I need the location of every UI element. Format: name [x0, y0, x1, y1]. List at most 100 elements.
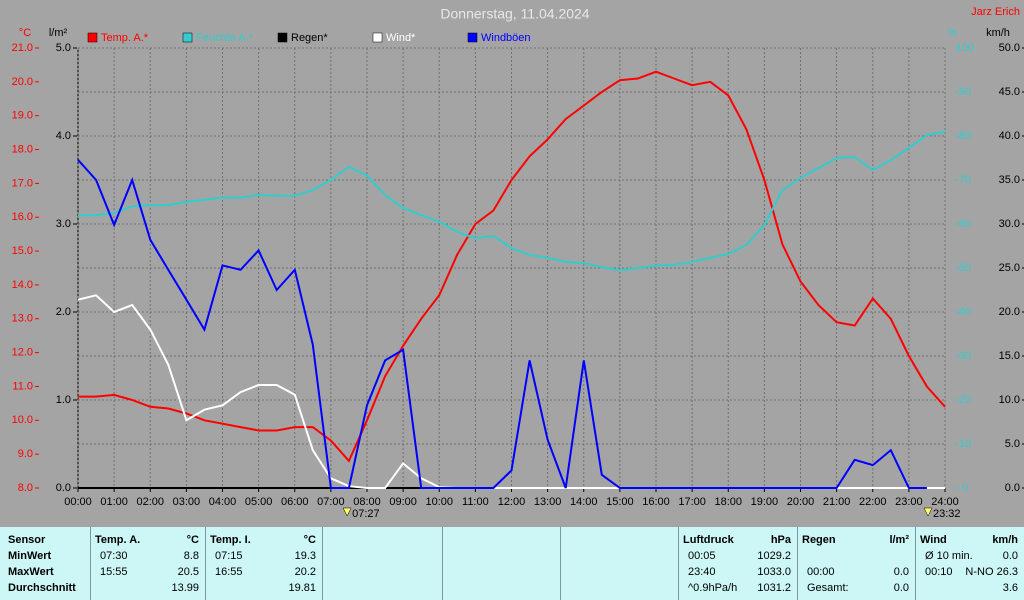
x-tick-label: 02:00	[136, 496, 164, 508]
cell-value: 1029.2	[757, 550, 791, 562]
column-header: Temp. A.	[95, 534, 141, 546]
y3-tick-label: 90	[959, 86, 971, 98]
cell-label: Ø 10 min.	[925, 550, 973, 562]
cell-label: 23:40	[688, 566, 716, 578]
x-tick-label: 17:00	[678, 496, 706, 508]
cell-value: 0.0	[893, 566, 909, 578]
series-line	[78, 130, 946, 272]
y4-tick-label: 0.0	[1005, 482, 1020, 494]
y3-axis-unit: %	[947, 27, 957, 39]
x-tick-label: 04:00	[209, 496, 237, 508]
cell-label: 07:30	[100, 550, 128, 562]
y3-tick-label: 20	[959, 394, 971, 406]
y-tick-label: 21.0	[12, 42, 33, 54]
chart-title: Donnerstag, 11.04.2024	[440, 6, 589, 22]
legend-label: Regen*	[291, 32, 328, 44]
y2-tick-label: 2.0	[56, 306, 71, 318]
y3-tick-label: 80	[959, 130, 971, 142]
chart-background	[0, 0, 1024, 527]
x-tick-label: 07:00	[317, 496, 345, 508]
x-tick-label: 09:00	[389, 496, 417, 508]
author: Jarz Erich	[971, 6, 1020, 18]
cell-value: N-NO 26.3	[965, 566, 1018, 578]
y-tick-label: 18.0	[12, 143, 33, 155]
x-tick-label: 16:00	[642, 496, 670, 508]
legend-label: Feuchte A.*	[196, 32, 254, 44]
column-border	[678, 527, 679, 600]
y-tick-label: 8.0	[18, 482, 33, 494]
y-tick-label: 17.0	[12, 177, 33, 189]
column-header: Luftdruck	[683, 534, 734, 546]
y3-tick-label: 50	[959, 262, 971, 274]
y3-tick-label: 0	[962, 482, 968, 494]
x-tick-label: 12:00	[498, 496, 526, 508]
column-border	[442, 527, 443, 600]
y-tick-label: 13.0	[12, 313, 33, 325]
y-tick-label: 20.0	[12, 76, 33, 88]
cell-label: 00:05	[688, 550, 716, 562]
y2-tick-label: 1.0	[56, 394, 71, 406]
x-tick-label: 18:00	[714, 496, 742, 508]
y-tick-label: 12.0	[12, 347, 33, 359]
y3-tick-label: 70	[959, 174, 971, 186]
y2-tick-label: 5.0	[56, 42, 71, 54]
series-line	[78, 70, 946, 463]
legend-swatch	[277, 32, 288, 43]
cell-value: 1033.0	[757, 566, 791, 578]
y3-tick-label: 30	[959, 350, 971, 362]
sun-marker	[923, 507, 933, 517]
y4-axis-unit: km/h	[986, 27, 1010, 39]
y2-axis-unit: l/m²	[49, 27, 68, 39]
x-tick-label: 15:00	[606, 496, 634, 508]
y2-tick-label: 0.0	[56, 482, 71, 494]
cell-label: 00:00	[807, 566, 835, 578]
column-border	[560, 527, 561, 600]
x-tick-label: 21:00	[823, 496, 851, 508]
x-tick-label: 22:00	[859, 496, 887, 508]
y4-tick-label: 35.0	[999, 174, 1020, 186]
table-header: Sensor	[8, 534, 46, 546]
annotation: 23:32	[933, 508, 961, 520]
column-border	[797, 527, 798, 600]
legend-label: Wind*	[386, 32, 416, 44]
stats-table: Sensor Temp. A. °C Temp. I. °C Luftdruck hPa Re…	[0, 527, 1024, 600]
x-tick-label: 03:00	[173, 496, 201, 508]
y4-tick-label: 10.0	[999, 394, 1020, 406]
cell-value: 1031.2	[757, 582, 791, 594]
x-tick-label: 11:00	[462, 496, 489, 508]
legend-label: Windböen	[481, 32, 531, 44]
x-tick-label: 20:00	[787, 496, 815, 508]
cell-label: 15:55	[100, 566, 128, 578]
column-header: Regen	[802, 534, 836, 546]
row-label: MinWert	[8, 550, 52, 562]
y4-tick-label: 50.0	[999, 42, 1020, 54]
x-tick-label: 00:00	[64, 496, 92, 508]
y3-tick-label: 10	[959, 438, 971, 450]
cell-value: 3.6	[1002, 582, 1018, 594]
legend-swatch	[372, 32, 383, 43]
y3-tick-label: 40	[959, 306, 971, 318]
cell-value: 0.0	[893, 582, 909, 594]
y-tick-label: 19.0	[12, 110, 33, 122]
x-tick-label: 06:00	[281, 496, 309, 508]
x-tick-label: 01:00	[100, 496, 128, 508]
y4-tick-label: 40.0	[999, 130, 1020, 142]
column-unit: °C	[186, 534, 199, 546]
x-tick-label: 19:00	[751, 496, 779, 508]
cell-label: 16:55	[215, 566, 243, 578]
column-border	[205, 527, 206, 600]
legend-swatch	[87, 32, 98, 43]
x-tick-label: 08:00	[353, 496, 381, 508]
cell-value: 8.8	[183, 550, 199, 562]
y-tick-label: 9.0	[18, 448, 33, 460]
y-tick-label: 10.0	[12, 414, 33, 426]
column-border	[322, 527, 323, 600]
y4-tick-label: 20.0	[999, 306, 1020, 318]
y4-tick-label: 45.0	[999, 86, 1020, 98]
y4-tick-label: 30.0	[999, 218, 1020, 230]
x-tick-label: 05:00	[245, 496, 273, 508]
x-tick-label: 13:00	[534, 496, 562, 508]
y-axis-unit: °C	[19, 27, 31, 39]
column-unit: km/h	[992, 534, 1018, 546]
